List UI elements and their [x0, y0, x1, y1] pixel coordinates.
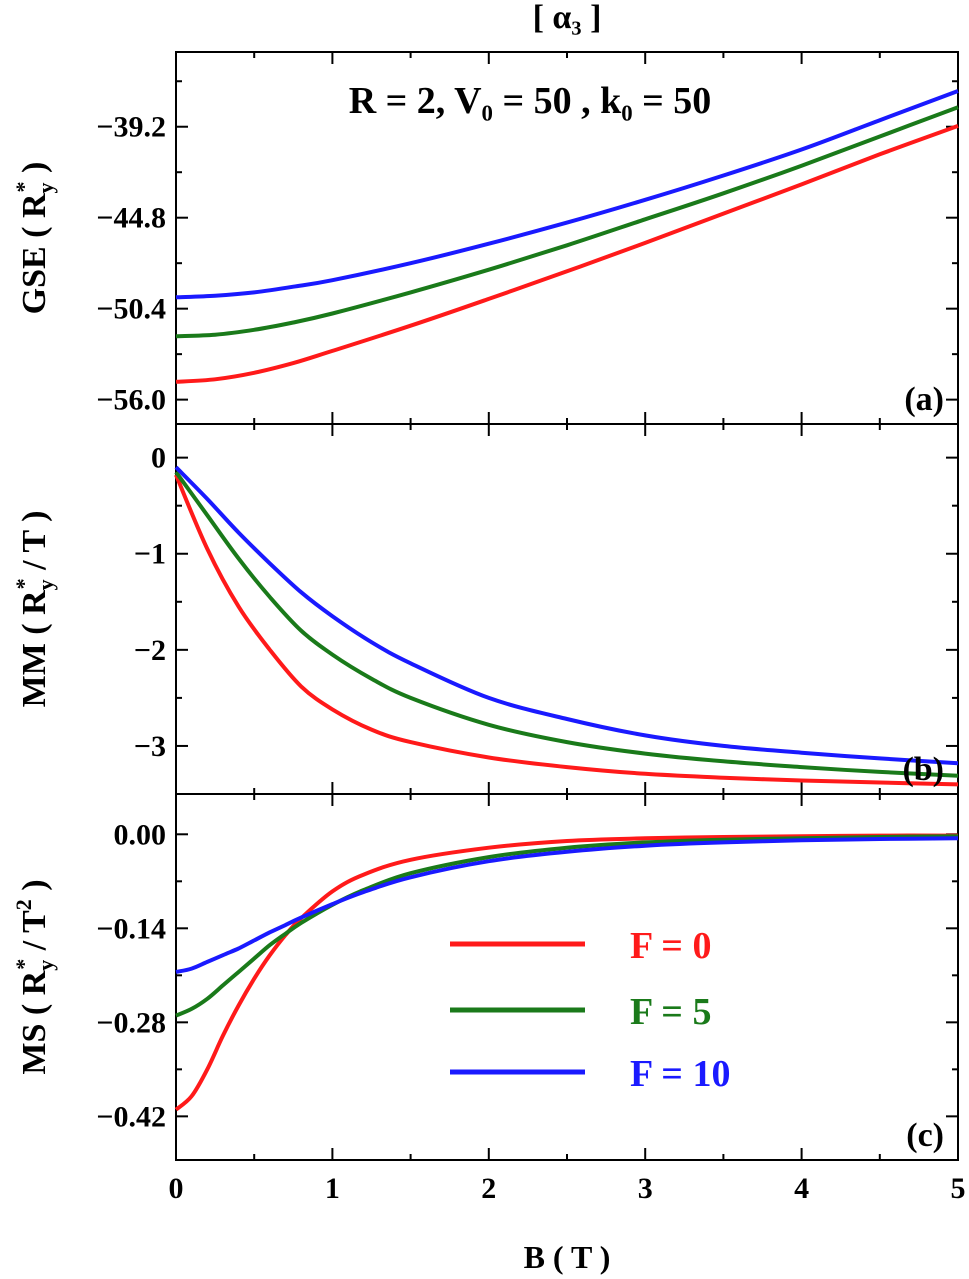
- panel-c-ms: 0 1 2 3 4 5 −0.42 −0.28 −0.14 0.00 MS ( Ry* / T2 )…: [11, 793, 966, 1205]
- y-tick-label: 0: [151, 442, 166, 475]
- y-axis-label-a: GSE ( Ry* ): [11, 162, 58, 315]
- legend: F = 0 F = 5 F = 10: [450, 925, 730, 1095]
- plot-frame-b: [175, 423, 959, 795]
- series-line-a-f10: [175, 89, 959, 300]
- y-tick-label: −1: [134, 538, 166, 571]
- series-line-b-f0: [174, 474, 959, 787]
- x-tick-label: 0: [169, 1172, 184, 1205]
- series-line-c-f0: [174, 833, 959, 1112]
- series-line-a-f5: [175, 105, 959, 339]
- x-tick-label: 3: [638, 1172, 653, 1205]
- y-tick-label: −56.0: [96, 384, 166, 417]
- legend-label-f0: F = 0: [630, 925, 711, 967]
- x-tick-label: 1: [325, 1172, 340, 1205]
- y-tick-label: 0.00: [114, 818, 167, 851]
- y-tick-label: −2: [134, 634, 166, 667]
- x-tick-label: 5: [951, 1172, 966, 1205]
- y-tick-label: −44.8: [96, 202, 166, 235]
- y-tick-label: −0.28: [96, 1006, 166, 1039]
- y-tick-label: −0.42: [96, 1100, 166, 1133]
- panel-b-mm: −3 −2 −1 0 MM ( Ry* / T ) (b): [11, 423, 959, 795]
- y-tick-label: −3: [134, 730, 166, 763]
- y-tick-label: −0.14: [96, 912, 166, 945]
- series-line-c-f5: [175, 834, 959, 1018]
- x-axis-label: B ( T ): [524, 1239, 611, 1275]
- series-line-c-f10: [175, 836, 959, 974]
- y-axis-label-b: MM ( Ry* / T ): [11, 511, 58, 708]
- panel-label-c: (c): [906, 1117, 944, 1154]
- panel-label-a: (a): [904, 381, 944, 418]
- x-tick-label: 4: [794, 1172, 809, 1205]
- series-line-b-f10: [174, 465, 959, 766]
- panel-label-b: (b): [902, 751, 944, 788]
- y-tick-label: −50.4: [96, 293, 166, 326]
- y-tick-label: −39.2: [96, 111, 166, 144]
- series-line-a-f0: [175, 124, 959, 384]
- parameter-annotation: R = 2, V₀ = 50 , k₀ = 50: [349, 80, 712, 122]
- y-axis-label-c: MS ( Ry* / T2 ): [11, 879, 58, 1074]
- legend-label-f5: F = 5: [630, 991, 711, 1033]
- legend-label-f10: F = 10: [630, 1053, 730, 1095]
- figure-title: [ α₃ ]: [533, 0, 602, 36]
- panel-a-gse: −56.0 −50.4 −44.8 −39.2 GSE ( Ry* ) (a): [11, 51, 959, 425]
- x-tick-label: 2: [481, 1172, 496, 1205]
- series-line-b-f5: [174, 470, 959, 778]
